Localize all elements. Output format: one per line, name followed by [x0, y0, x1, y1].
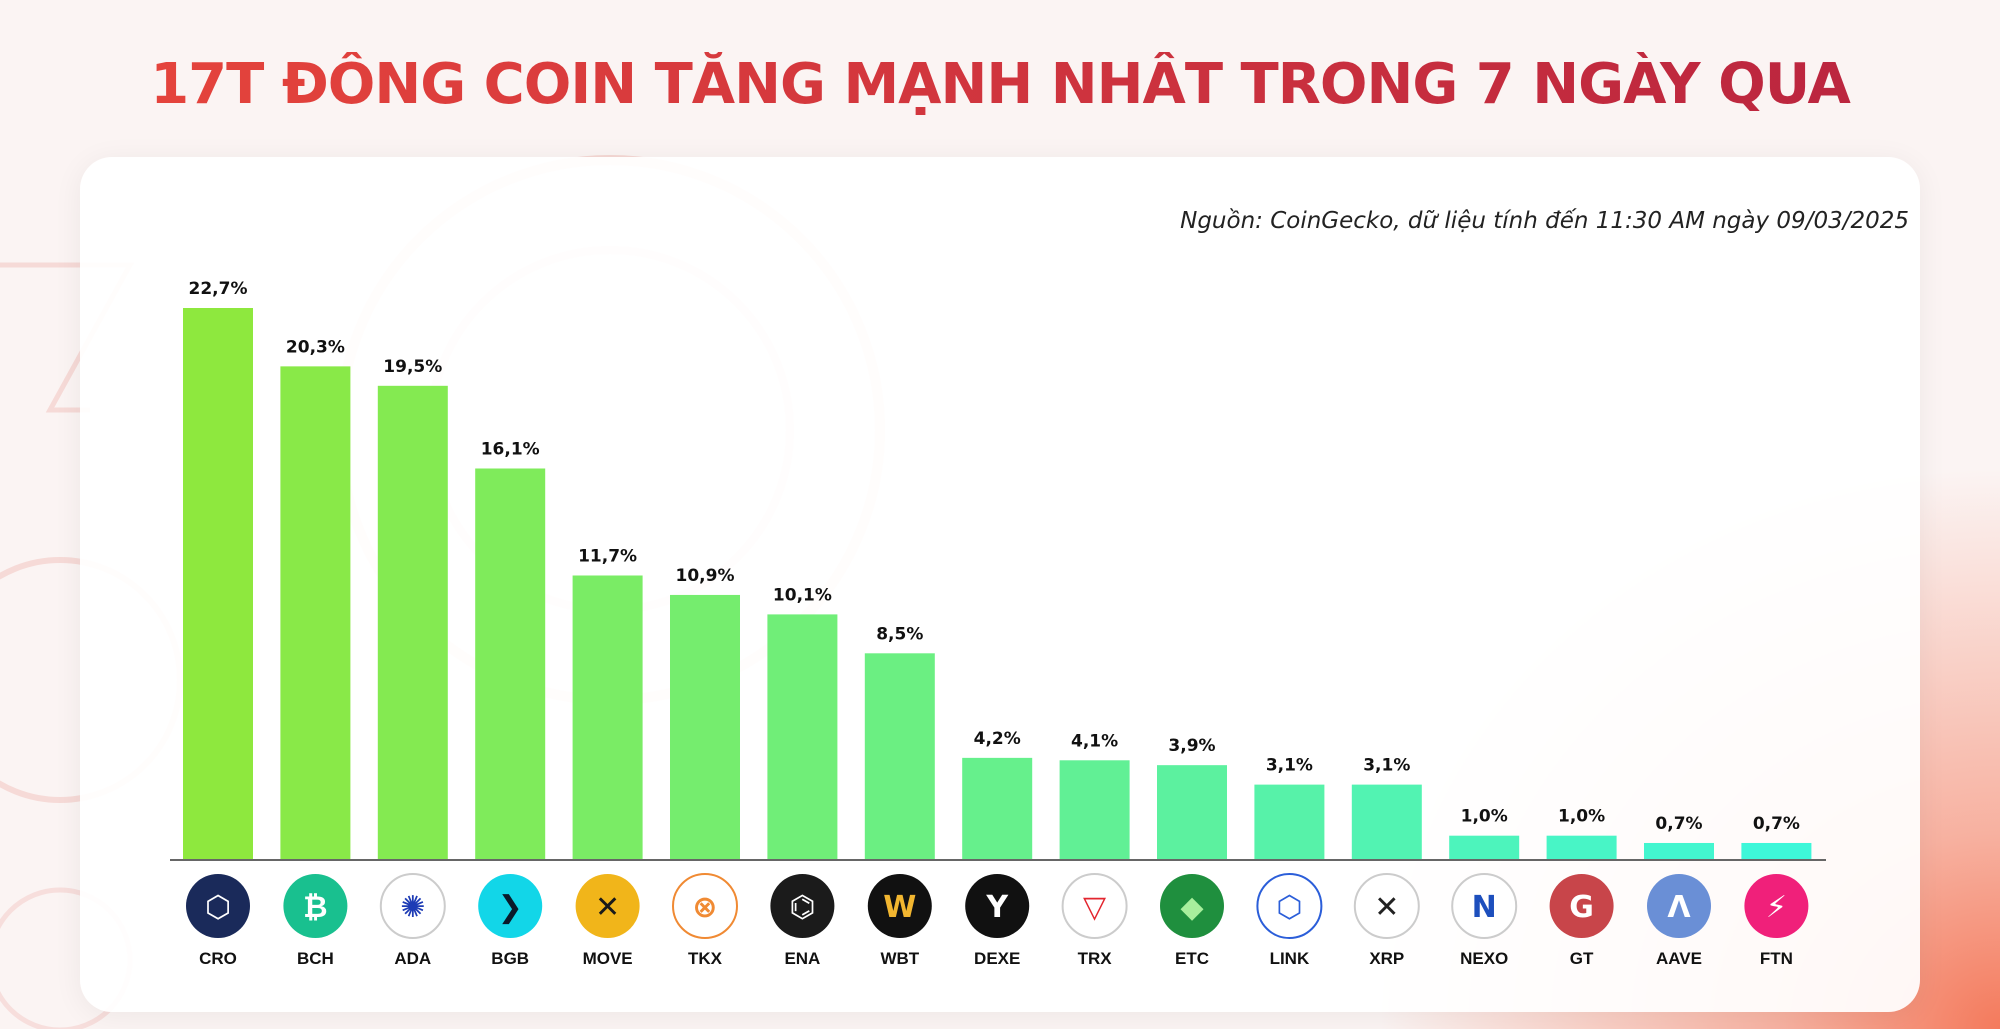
cro-icon: ⬡	[186, 874, 250, 938]
svg-text:⬡: ⬡	[205, 890, 231, 925]
svg-text:⌬: ⌬	[789, 890, 815, 925]
ena-icon: ⌬	[770, 874, 835, 938]
value-label: 3,1%	[1363, 756, 1410, 776]
value-label: 16,1%	[481, 439, 540, 459]
svg-text:✕: ✕	[595, 890, 620, 925]
value-label: 3,1%	[1266, 756, 1313, 776]
svg-text:N: N	[1472, 890, 1497, 925]
category-label: MOVE	[583, 949, 633, 968]
bar-cro	[183, 308, 253, 860]
svg-text:W: W	[883, 890, 916, 925]
aave-icon: Λ	[1647, 874, 1711, 938]
category-label: TKX	[688, 949, 723, 968]
value-label: 3,9%	[1168, 736, 1215, 756]
bar-tkx	[670, 594, 740, 860]
svg-text:Λ: Λ	[1667, 890, 1691, 925]
bar-ada	[377, 385, 448, 860]
chart-title: 17T ĐỒNG COIN TĂNG MẠNH NHẤT TRONG 7 NGÀ…	[0, 52, 2000, 117]
category-label: ENA	[784, 949, 820, 968]
bar-ena	[767, 614, 838, 860]
svg-text:₿: ₿	[303, 890, 327, 925]
bar-ftn	[1741, 842, 1812, 860]
gt-icon: G	[1549, 874, 1614, 938]
value-label: 0,7%	[1753, 814, 1800, 834]
bgb-icon: ❯	[478, 874, 543, 938]
bar-bch	[280, 366, 351, 860]
category-label: FTN	[1760, 949, 1793, 968]
category-label: BGB	[491, 949, 529, 968]
value-label: 20,3%	[286, 337, 345, 357]
category-label: XRP	[1369, 949, 1404, 968]
category-label: CRO	[199, 949, 237, 968]
dexe-icon: Y	[965, 874, 1030, 938]
category-label: BCH	[297, 949, 334, 968]
svg-text:◆: ◆	[1180, 890, 1203, 925]
category-label: ETC	[1175, 949, 1209, 968]
bar-nexo	[1449, 835, 1520, 860]
bar-trx	[1059, 760, 1130, 860]
bar-bgb	[475, 468, 546, 860]
svg-text:▽: ▽	[1083, 890, 1106, 925]
coin-icons-layer: ⬡ CRO ₿ BCH ✺ ADA ❯ BGB ✕ MOVE ⊗ TKX ⌬ ENA W WBT Y DEXE ▽ T…	[186, 873, 1809, 968]
svg-text:Y: Y	[985, 890, 1009, 925]
category-label: WBT	[880, 949, 919, 968]
category-label: LINK	[1270, 949, 1310, 968]
value-label: 10,1%	[773, 585, 832, 605]
value-label: 1,0%	[1461, 807, 1508, 827]
value-label: 1,0%	[1558, 807, 1605, 827]
svg-text:⬡: ⬡	[1276, 890, 1302, 925]
bar-move	[572, 575, 643, 860]
bar-gt	[1546, 835, 1617, 860]
bar-wbt	[864, 653, 935, 860]
tkx-icon: ⊗	[672, 873, 738, 939]
value-label: 4,1%	[1071, 731, 1118, 751]
category-label: NEXO	[1460, 949, 1508, 968]
svg-text:✕: ✕	[1374, 890, 1399, 925]
category-label: TRX	[1078, 949, 1113, 968]
category-label: ADA	[394, 949, 431, 968]
category-label: GT	[1570, 949, 1594, 968]
svg-text:✺: ✺	[400, 890, 425, 925]
value-label: 11,7%	[578, 546, 637, 566]
bar-dexe	[962, 757, 1033, 860]
value-label: 4,2%	[974, 729, 1021, 749]
source-note: Nguồn: CoinGecko, dữ liệu tính đến 11:30…	[1180, 208, 1909, 234]
value-label: 22,7%	[189, 279, 248, 299]
value-label: 19,5%	[383, 357, 442, 377]
wbt-icon: W	[867, 874, 932, 938]
value-label: 8,5%	[876, 624, 923, 644]
etc-icon: ◆	[1160, 874, 1224, 938]
category-label: AAVE	[1656, 949, 1702, 968]
svg-text:G: G	[1569, 890, 1594, 925]
link-icon: ⬡	[1256, 873, 1323, 939]
bar-etc	[1157, 765, 1227, 860]
value-label: 0,7%	[1655, 814, 1702, 834]
bar-link	[1254, 784, 1325, 860]
nexo-icon: N	[1451, 873, 1518, 939]
bch-icon: ₿	[283, 874, 348, 938]
move-icon: ✕	[575, 874, 640, 938]
svg-text:❯: ❯	[498, 890, 523, 925]
bar-xrp	[1351, 784, 1422, 860]
bars-layer: 22,7% 20,3% 19,5% 16,1% 11,7% 10,9% 10,1% 8,5% 4…	[183, 279, 1812, 860]
svg-text:⚡: ⚡	[1766, 890, 1787, 925]
xrp-icon: ✕	[1353, 873, 1420, 939]
ftn-icon: ⚡	[1744, 874, 1809, 938]
ada-icon: ✺	[379, 873, 446, 939]
value-label: 10,9%	[676, 566, 735, 586]
bar-aave	[1644, 842, 1714, 860]
svg-text:⊗: ⊗	[692, 890, 717, 925]
trx-icon: ▽	[1061, 873, 1128, 939]
category-label: DEXE	[974, 949, 1020, 968]
